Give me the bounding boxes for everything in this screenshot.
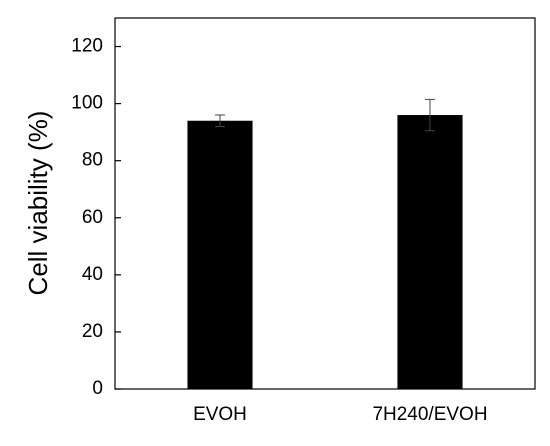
y-tick-label: 80 xyxy=(82,150,103,171)
y-tick-label: 0 xyxy=(92,378,103,399)
y-tick-label: 60 xyxy=(82,207,103,228)
plot-frame xyxy=(114,17,536,390)
bar xyxy=(187,120,253,389)
bar xyxy=(397,115,463,390)
y-tick-label: 20 xyxy=(82,321,103,342)
error-bar xyxy=(215,114,225,127)
y-tick-label: 120 xyxy=(71,36,103,57)
x-tick-label: 7H240/EVOH xyxy=(372,404,487,425)
x-tick-label: EVOH xyxy=(193,404,247,425)
y-tick-label: 40 xyxy=(82,264,103,285)
y-tick-label: 100 xyxy=(71,93,103,114)
error-bar xyxy=(425,98,435,132)
y-axis-label: Cell viability (%) xyxy=(23,111,53,296)
